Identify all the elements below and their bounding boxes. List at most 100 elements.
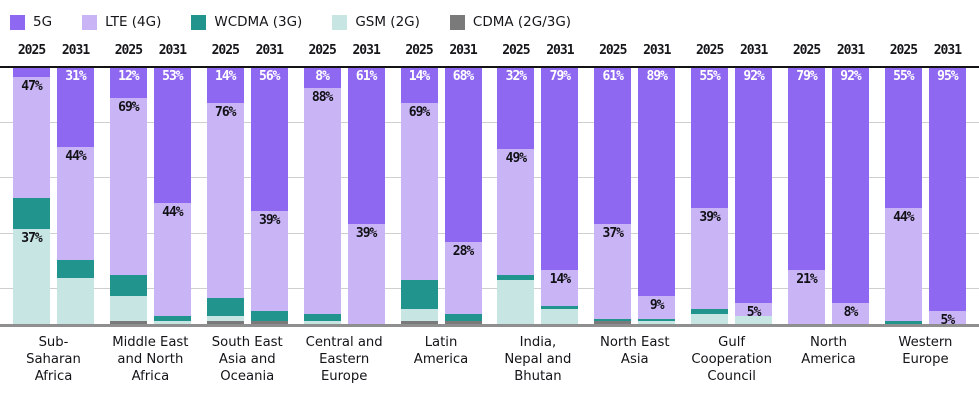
stacked-bar-2031: 92% 5% [735, 67, 773, 324]
segment-value-label: 39% [259, 212, 280, 228]
legend-label-lte: LTE (4G) [105, 14, 162, 30]
segment-value-label: 14% [215, 69, 236, 84]
stacked-bar-2025: 32% 49% [497, 67, 535, 324]
bar-segment-gsm [303, 321, 341, 324]
bar-segment-lte: 39% [691, 208, 729, 309]
segment-value-label: 37% [21, 230, 42, 246]
segment-value-label: 61% [602, 69, 624, 84]
stacked-bar-2031: 92% 8% [832, 67, 869, 324]
year-label-2025: 2025 [599, 43, 627, 58]
bar-pair: 12% 69% 53% 44% [109, 67, 191, 324]
bar-segment-gsm [206, 316, 244, 322]
segment-value-label: 92% [840, 69, 861, 84]
bar-segment-5g: 8% [303, 67, 341, 88]
year-label-2025: 2025 [211, 43, 240, 58]
bar-segment-wcdma [57, 259, 94, 278]
bar-segment-5g: 14% [206, 67, 244, 103]
bar-segment-lte: 44% [884, 208, 922, 322]
bar-segment-5g: 68% [444, 67, 482, 242]
bar-segment-gsm: 37% [13, 228, 50, 324]
segment-value-label: 69% [408, 104, 430, 120]
segment-value-label: 95% [937, 69, 958, 84]
region-group: 2025 2031 79% 21% 92% 8% North America [788, 41, 869, 385]
year-labels: 2025 2031 [594, 41, 675, 67]
bar-segment-wcdma [153, 316, 191, 322]
stacked-bar-2031: 31% 44% [57, 67, 94, 324]
bar-segment-wcdma [109, 275, 147, 296]
bar-segment-cdma [594, 321, 632, 324]
x-axis-baseline [0, 324, 979, 327]
stacked-bar-2031: 56% 39% [250, 67, 288, 324]
bar-segment-5g: 79% [788, 67, 825, 271]
segment-value-label: 79% [796, 69, 817, 84]
segment-value-label: 76% [215, 104, 236, 120]
segment-value-label: 12% [118, 69, 139, 84]
bar-segment-lte: 76% [206, 102, 244, 299]
segment-value-label: 68% [452, 69, 474, 84]
bar-segment-cdma [250, 321, 288, 324]
segment-value-label: 79% [549, 69, 571, 84]
segment-value-label: 56% [259, 69, 280, 84]
bar-segment-gsm [497, 280, 535, 324]
stacked-bar-2025: 79% 21% [788, 67, 825, 324]
segment-value-label: 5% [940, 313, 956, 329]
plot-area: 2025 2031 47% 37% 31% 44% Sub- Saharan Africa 2… [0, 41, 979, 385]
bar-segment-5g: 12% [109, 67, 147, 98]
bar-segment-lte: 28% [444, 241, 482, 314]
bar-segment-5g: 55% [884, 67, 922, 209]
bar-segment-wcdma [13, 198, 50, 229]
segment-value-label: 8% [843, 305, 859, 321]
stacked-bar-2025: 47% 37% [13, 67, 50, 324]
segment-value-label: 32% [505, 69, 527, 84]
legend-label-5g: 5G [33, 14, 53, 30]
stacked-bar-2025: 61% 37% [594, 67, 632, 324]
bar-segment-gsm [691, 313, 729, 324]
year-labels: 2025 2031 [13, 41, 94, 67]
bar-segment-wcdma [444, 313, 482, 322]
year-labels: 2025 2031 [885, 41, 966, 67]
bar-segment-lte: 69% [109, 97, 147, 276]
bar-segment-5g: 53% [153, 67, 191, 204]
bar-segment-wcdma [638, 318, 676, 322]
year-label-2031: 2031 [255, 43, 284, 58]
legend-swatch-wcdma [191, 14, 207, 30]
stacked-bar-2025: 55% 44% [884, 67, 922, 324]
gridline [0, 233, 979, 235]
segment-value-label: 44% [65, 148, 86, 164]
bar-segment-gsm [400, 308, 438, 322]
bar-segment-gsm [541, 308, 579, 324]
year-label-2025: 2025 [114, 43, 143, 58]
bar-segment-lte: 21% [788, 270, 825, 324]
gridline [0, 176, 979, 178]
stacked-bar-2031: 53% 44% [153, 67, 191, 324]
region-group: 2025 2031 47% 37% 31% 44% Sub- Saharan Africa [13, 41, 94, 385]
region-label: Middle East and North Africa [112, 335, 189, 385]
year-label-2031: 2031 [449, 43, 477, 58]
bar-segment-wcdma [594, 318, 632, 322]
region-group: 2025 2031 55% 39% 92% 5% Gulf Cooperation Coun… [691, 41, 773, 385]
stacked-bar-2025: 14% 69% [400, 67, 438, 324]
bar-segment-lte: 69% [400, 102, 438, 281]
legend-label-wcdma: WCDMA (3G) [214, 14, 303, 30]
bar-segment-5g: 32% [497, 67, 535, 150]
bar-segment-5g: 31% [57, 67, 94, 147]
year-labels: 2025 2031 [497, 41, 578, 67]
year-labels: 2025 2031 [788, 41, 869, 67]
stacked-bar-2031: 79% 14% [541, 67, 579, 324]
bar-segment-gsm [153, 321, 191, 324]
bar-segment-lte: 49% [497, 149, 535, 276]
bar-segment-lte: 37% [594, 223, 632, 319]
stacked-bar-2025: 12% 69% [109, 67, 147, 324]
bar-pair: 55% 39% 92% 5% [691, 67, 773, 324]
year-labels: 2025 2031 [207, 41, 288, 67]
stacked-bar-2025: 8% 88% [303, 67, 341, 324]
bar-pair: 14% 76% 56% 39% [206, 67, 288, 324]
bar-segment-5g: 61% [347, 67, 385, 224]
gridline [0, 121, 979, 123]
gridline [0, 288, 979, 290]
year-label-2031: 2031 [352, 43, 380, 58]
bar-segment-5g: 92% [735, 67, 773, 304]
bar-segment-5g [13, 67, 50, 78]
region-group: 2025 2031 14% 69% 68% 28% Latin America [400, 41, 482, 385]
segment-value-label: 88% [311, 89, 333, 105]
